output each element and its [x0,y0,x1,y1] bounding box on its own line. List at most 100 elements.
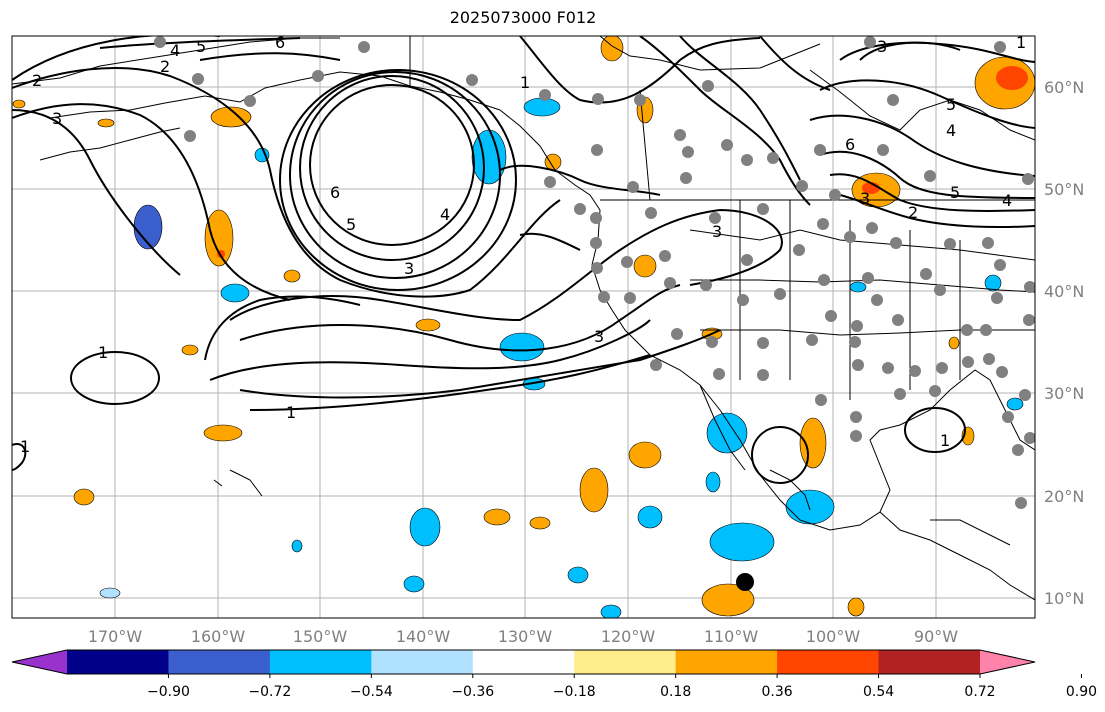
station-dot [1022,173,1034,185]
station-dot [851,320,863,332]
station-dot [983,353,995,365]
contour-label: 1 [286,403,296,422]
contour-label: 2 [160,57,170,76]
station-dots [154,36,1035,509]
contour-label: 6 [275,33,285,52]
colorbar-tick-label: 0.90 [1066,684,1097,700]
station-dot [825,310,837,322]
station-dot [996,366,1008,378]
colorbar-segment [67,650,169,674]
station-dot [934,284,946,296]
station-dot [818,274,830,286]
map-background [12,36,1035,618]
graticule [12,36,1035,618]
station-dot [671,328,683,340]
longitude-tick-label: 160°W [191,627,246,646]
station-dot [887,94,899,106]
contour-label: 5 [196,37,206,56]
colorbar-tick-label: 0.36 [762,684,793,700]
station-dot [866,222,878,234]
colorbar-segment [371,650,474,674]
station-dot [962,356,974,368]
contour-label: 5 [346,215,356,234]
station-dot [624,292,636,304]
longitude-tick-label: 110°W [704,627,759,646]
map-frame [11,35,1036,619]
station-dot [737,294,749,306]
station-dot [894,388,906,400]
station-dot [936,362,948,374]
station-dot [700,279,712,291]
station-dot [721,139,733,151]
station-dot [702,80,714,92]
latitude-tick-label: 20°N [1044,487,1084,506]
longitude-tick-label: 90°W [914,627,958,646]
colorbar-extend-high [980,650,1035,674]
station-dot [192,73,204,85]
contour-label: 1 [940,431,950,450]
station-dot [806,334,818,346]
longitude-tick-label: 170°W [88,627,143,646]
station-dot [1023,314,1035,326]
station-dot [849,336,861,348]
station-dot [184,130,196,142]
station-dot [574,203,586,215]
station-dot [944,238,956,250]
colorbar-segment [269,650,372,674]
contour-lines [12,36,1035,484]
station-dot [741,254,753,266]
station-dot [864,36,876,48]
station-dot [844,231,856,243]
contour-label: 2 [32,71,42,90]
station-dot [592,93,604,105]
colorbar-tick-label: −0.18 [553,684,596,700]
longitude-tick-label: 120°W [601,627,656,646]
station-dot [674,129,686,141]
station-dot [767,152,779,164]
station-dot [1015,497,1027,509]
station-dot [929,385,941,397]
station-dot [882,362,894,374]
colorbar-segment [168,650,271,674]
station-dot [1019,389,1031,401]
contour-label: 5 [950,183,960,202]
contour-label: 4 [946,121,956,140]
contour-label: 5 [946,95,956,114]
station-dot [852,359,864,371]
station-dot [871,294,883,306]
map-title: 2025073000 F012 [449,8,597,27]
station-dot [634,94,646,106]
latitude-tick-label: 50°N [1044,180,1084,199]
station-dot [991,292,1003,304]
station-dot [796,180,808,192]
station-dot [590,237,602,249]
station-dot [539,89,551,101]
colorbar-segment [472,650,575,674]
latitude-tick-label: 40°N [1044,282,1084,301]
station-dot [890,237,902,249]
anomaly-fill [12,36,1035,618]
station-dot [909,365,921,377]
contour-label: 6 [845,135,855,154]
station-dot [924,170,936,182]
station-dot [850,430,862,442]
station-dot [650,359,662,371]
contour-label: 1 [20,437,30,456]
station-dot [1024,432,1035,444]
longitude-tick-label: 150°W [293,627,348,646]
station-dot [645,207,657,219]
station-dot [982,237,994,249]
colorbar-segment [574,650,677,674]
station-dot [590,212,602,224]
longitude-tick-label: 100°W [806,627,861,646]
station-dot [862,272,874,284]
longitude-tick-label: 140°W [396,627,451,646]
station-dot [709,212,721,224]
latitude-tick-label: 30°N [1044,384,1084,403]
station-dot [774,288,786,300]
contour-label: 1 [98,343,108,362]
station-dot [713,368,725,380]
contour-label: 3 [877,37,887,56]
contour-label: 1 [520,73,530,92]
colorbar-outline [11,649,1036,675]
